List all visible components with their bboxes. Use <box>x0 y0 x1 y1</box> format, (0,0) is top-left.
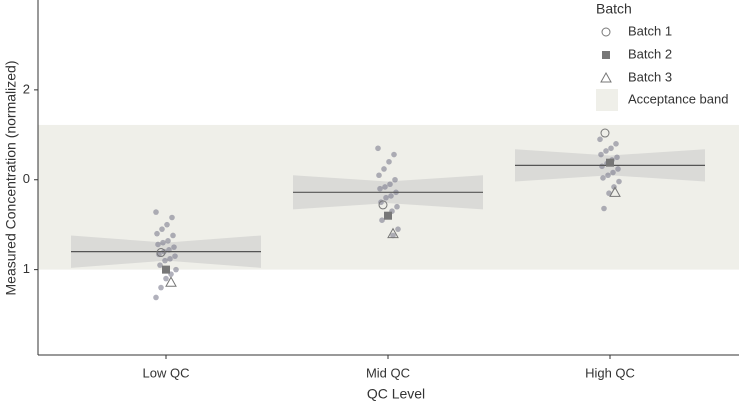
batch-point <box>378 200 388 210</box>
data-point <box>382 184 388 190</box>
data-point <box>154 230 160 237</box>
data-point <box>167 256 173 262</box>
data-point <box>616 178 622 185</box>
legend-marker <box>602 51 610 59</box>
data-point <box>597 136 603 143</box>
data-point <box>162 257 168 264</box>
data-point <box>615 166 621 172</box>
legend-label: Batch 1 <box>628 23 672 38</box>
data-point <box>608 145 614 152</box>
data-point <box>392 176 398 183</box>
legend-title: Batch <box>596 1 632 17</box>
data-point <box>158 284 164 291</box>
data-point <box>605 172 611 179</box>
data-point <box>172 253 178 259</box>
data-point <box>394 203 400 210</box>
data-point <box>163 275 169 282</box>
data-point <box>377 185 383 192</box>
data-point <box>169 214 175 221</box>
batch-point <box>606 158 614 167</box>
legend-marker <box>600 71 612 83</box>
data-point <box>610 169 616 176</box>
data-point <box>160 239 166 246</box>
data-point <box>599 163 605 170</box>
data-point <box>383 194 389 201</box>
data-point <box>375 145 381 152</box>
x-axis-title: QC Level <box>367 386 425 402</box>
batch-point <box>162 265 170 274</box>
data-point <box>153 209 159 215</box>
batch-point <box>600 128 610 138</box>
data-point <box>153 294 159 301</box>
data-point <box>171 244 177 250</box>
data-point <box>379 217 385 223</box>
data-point <box>376 172 382 179</box>
y-axis-title: Measured Concentration (normalized) <box>3 61 19 296</box>
data-point <box>388 193 394 199</box>
x-tick-label: Mid QC <box>366 365 410 380</box>
legend-marker <box>601 27 611 37</box>
data-point <box>614 154 620 161</box>
legend-label: Batch 2 <box>628 46 672 61</box>
data-point <box>386 158 392 165</box>
legend-band-swatch <box>596 89 618 111</box>
data-point <box>173 266 179 273</box>
data-point <box>601 205 607 212</box>
data-point <box>598 151 604 158</box>
data-point <box>165 238 171 244</box>
batch-point <box>384 211 392 220</box>
data-point <box>387 181 393 188</box>
legend-label: Batch 3 <box>628 69 672 84</box>
data-point <box>170 232 176 239</box>
batch-point <box>387 227 399 239</box>
data-point <box>391 151 397 158</box>
x-tick-label: High QC <box>585 365 635 380</box>
y-tick-label: 1 <box>23 261 30 276</box>
data-point <box>155 241 161 248</box>
data-point <box>159 226 165 232</box>
legend-label: Acceptance band <box>628 91 728 106</box>
data-point <box>613 140 619 147</box>
y-tick-label: 2 <box>23 81 30 96</box>
data-point <box>164 221 170 228</box>
data-point <box>600 175 606 181</box>
data-point <box>381 166 387 172</box>
data-point <box>603 148 609 154</box>
data-point <box>395 226 401 232</box>
y-tick-label: 0 <box>23 171 30 186</box>
x-tick-label: Low QC <box>143 365 190 380</box>
data-point <box>157 262 163 268</box>
batch-point <box>609 186 621 197</box>
data-point <box>390 232 396 239</box>
batch-point <box>165 276 177 287</box>
data-point <box>156 251 162 258</box>
batch-point <box>156 248 166 258</box>
